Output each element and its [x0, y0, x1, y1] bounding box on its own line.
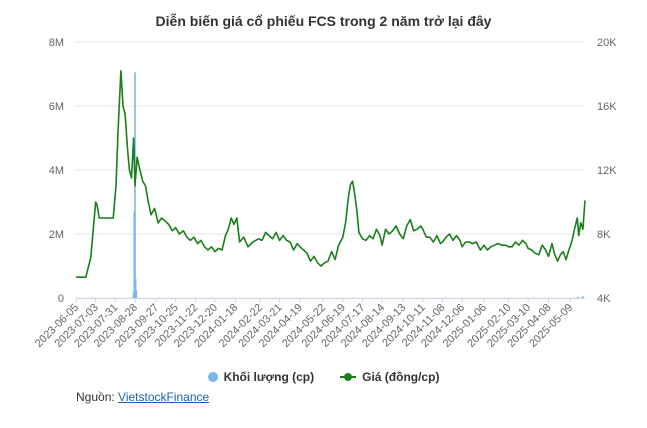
volume-bar — [582, 296, 584, 298]
y-left-tick-label: 6M — [49, 101, 64, 113]
legend-price-marker — [340, 372, 357, 382]
y-left-tick-label: 4M — [49, 165, 64, 177]
source-note: Nguồn: VietstockFinance — [76, 390, 209, 404]
legend-price-label: Giá (đồng/cp) — [362, 370, 440, 384]
legend: Khối lượng (cp) Giá (đồng/cp) — [0, 370, 647, 384]
y-right-tick-label: 20K — [597, 37, 617, 49]
volume-bar — [134, 278, 137, 298]
y-left-tick-label: 0 — [58, 293, 64, 305]
x-axis: 2023-06-052023-07-032023-07-312023-08-28… — [33, 298, 585, 350]
price-line — [76, 70, 586, 278]
price-series — [76, 70, 586, 278]
y-right-tick-label: 16K — [597, 101, 617, 113]
y-right-tick-label: 4K — [597, 293, 611, 305]
legend-item-volume[interactable]: Khối lượng (cp) — [207, 370, 315, 384]
y-left-tick-label: 2M — [49, 229, 64, 241]
y-left-tick-label: 8M — [49, 37, 64, 49]
y-axis-left: 0 2M 4M 6M 8M — [49, 37, 64, 305]
source-link[interactable]: VietstockFinance — [118, 390, 210, 404]
legend-item-price[interactable]: Giá (đồng/cp) — [340, 370, 439, 384]
grid-layer — [76, 41, 585, 299]
y-right-tick-label: 12K — [597, 165, 617, 177]
volume-bar — [135, 290, 138, 298]
y-axis-right: 4K 8K 12K 16K 20K — [597, 37, 617, 305]
legend-volume-label: Khối lượng (cp) — [223, 370, 315, 384]
legend-volume-marker — [207, 372, 218, 382]
source-label: Nguồn: — [76, 390, 115, 404]
chart-title: Diễn biến giá cổ phiếu FCS trong 2 năm t… — [155, 13, 492, 29]
y-right-tick-label: 8K — [597, 229, 611, 241]
volume-bar — [577, 296, 579, 298]
